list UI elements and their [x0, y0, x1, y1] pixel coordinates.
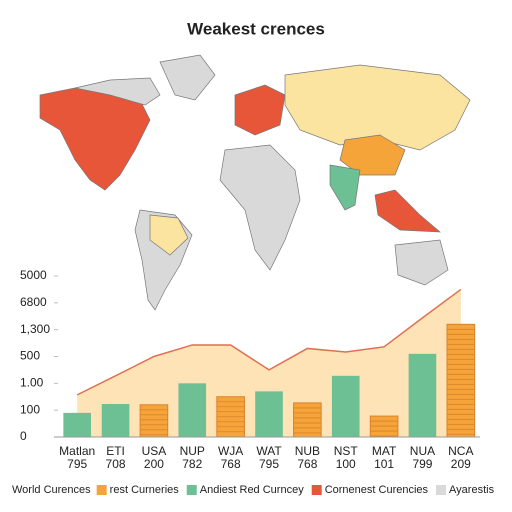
x-tick-sublabel: 209: [451, 457, 471, 471]
map-southeast-asia: [374, 189, 442, 233]
legend-label: Ayarestis: [449, 484, 495, 496]
x-tick-sublabel: 768: [297, 457, 317, 471]
chart-title: Weakest crences: [187, 19, 325, 38]
bar: [369, 415, 399, 438]
x-tick-label: USA: [142, 444, 167, 458]
legend-swatch: [311, 485, 322, 495]
x-tick-sublabel: 795: [67, 457, 87, 471]
x-tick-sublabel: 795: [259, 457, 279, 471]
y-tick-label: 500: [20, 349, 40, 363]
legend-label: Andiest Red Curncey: [200, 484, 304, 496]
x-tick-label: ETI: [106, 444, 125, 458]
x-tick-label: MAT: [372, 444, 397, 458]
world-map: [39, 54, 471, 311]
legend-title: World Curences: [12, 484, 91, 496]
x-tick-sublabel: 708: [106, 457, 126, 471]
map-europe: [234, 84, 286, 136]
map-china: [339, 134, 406, 176]
x-tick-sublabel: 768: [221, 457, 241, 471]
legend-swatch: [96, 485, 107, 495]
bar: [293, 402, 322, 438]
line-area: [77, 289, 461, 437]
y-tick-label: 6800: [20, 295, 47, 309]
bar: [331, 375, 360, 437]
y-tick-label: 5000: [20, 268, 47, 282]
x-tick-label: NST: [334, 444, 359, 458]
legend-label: rest Curneries: [110, 484, 180, 496]
map-greenland: [159, 54, 216, 101]
x-tick-label: NUP: [180, 444, 205, 458]
map-australia: [394, 239, 449, 286]
x-tick-label: NUA: [410, 444, 435, 458]
legend-swatch: [186, 485, 197, 495]
bar: [446, 323, 476, 438]
x-tick-label: WJA: [218, 444, 243, 458]
x-tick-sublabel: 799: [412, 457, 432, 471]
map-brazil: [149, 214, 189, 256]
y-tick-label: 1,300: [20, 322, 50, 336]
x-tick-label: Matlan: [59, 444, 95, 458]
x-tick-sublabel: 782: [182, 457, 202, 471]
legend-label: Cornenest Curencies: [325, 484, 429, 496]
map-india: [329, 164, 361, 211]
x-tick-label: NUB: [295, 444, 320, 458]
map-africa: [219, 144, 301, 271]
y-tick-label: 100: [20, 402, 40, 416]
x-tick-label: NCA: [448, 444, 473, 458]
bar: [63, 412, 91, 437]
x-tick-sublabel: 101: [374, 457, 394, 471]
legend-swatch: [436, 485, 447, 495]
x-tick-sublabel: 200: [144, 457, 164, 471]
map-canada: [74, 77, 161, 106]
x-tick-label: WAT: [256, 444, 282, 458]
bar: [178, 383, 207, 437]
y-tick-label: 0: [20, 429, 27, 443]
x-tick-sublabel: 100: [336, 457, 356, 471]
bar: [408, 353, 437, 437]
bar: [101, 403, 130, 437]
map-north-america: [39, 87, 151, 191]
map-asia: [284, 64, 471, 151]
bar: [255, 391, 283, 437]
line: [76, 288, 462, 396]
y-tick-label: 1.00: [20, 376, 44, 390]
